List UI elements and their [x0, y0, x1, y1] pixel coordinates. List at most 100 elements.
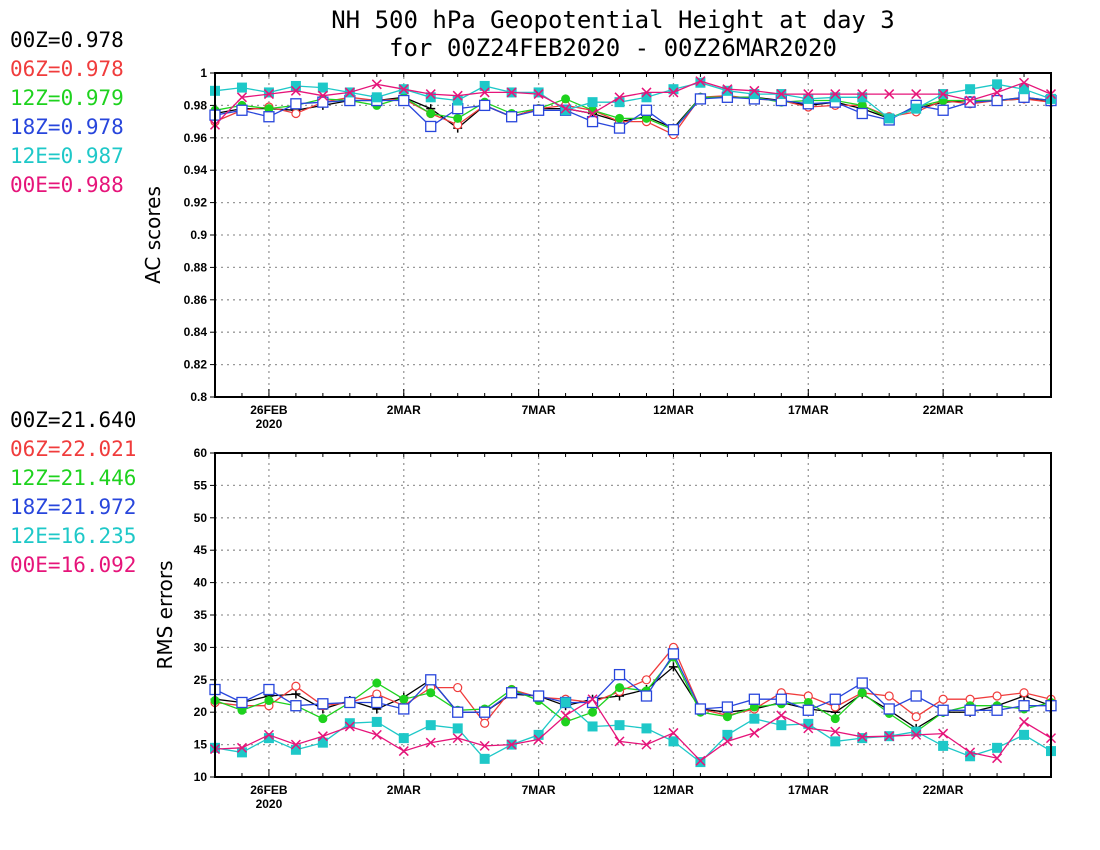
point-12z [857, 688, 867, 698]
point-12e [371, 716, 382, 727]
x-tick-label: 2MAR [387, 783, 421, 797]
point-12e [884, 113, 895, 124]
rms-plot-frame [214, 452, 1052, 778]
stat-label-06z: 06Z=22.021 [10, 437, 136, 461]
point-00e [938, 728, 949, 739]
point-12e [668, 84, 679, 95]
point-12e [452, 723, 463, 734]
point-00e [236, 742, 247, 753]
stat-label-00e: 00E=16.092 [10, 553, 136, 577]
point-18z [613, 668, 626, 681]
point-18z [317, 698, 329, 710]
y-tick-label: 0.86 [184, 293, 208, 307]
point-00e [776, 710, 787, 721]
point-12z [399, 694, 409, 704]
rms-y-ticks: 10 15 20 25 30 35 40 45 50 55 60 [194, 446, 215, 784]
y-tick-label: 0.98 [184, 98, 208, 112]
point-12z [426, 109, 436, 118]
point-18z [505, 111, 518, 123]
point-18z [290, 98, 302, 110]
point-00e [1018, 77, 1030, 88]
point-12e [587, 721, 598, 732]
point-06z [480, 718, 490, 728]
point-12e [398, 733, 409, 744]
point-00e [884, 731, 895, 742]
point-18z [236, 696, 248, 709]
point-06z [291, 681, 301, 691]
x-tick-label: 26FEB [250, 403, 288, 417]
stat-label-18z: 18Z=21.972 [10, 495, 136, 519]
point-12e [263, 87, 274, 98]
point-18z [991, 94, 1003, 107]
x-tick-label: 12MAR [653, 403, 694, 417]
point-12e [317, 82, 328, 93]
point-12z [264, 696, 274, 706]
point-00e [398, 746, 409, 757]
point-12e [965, 84, 976, 95]
point-00e [668, 727, 679, 738]
stat-label-12z: 12Z=21.446 [10, 466, 136, 490]
point-00z [291, 689, 301, 699]
point-00e [560, 710, 571, 721]
point-00e [992, 87, 1003, 98]
point-12e [722, 85, 733, 96]
stat-label-12e: 12E=0.987 [10, 144, 124, 168]
point-00e [317, 90, 328, 101]
ac-stats-legend: 00Z=0.978 06Z=0.978 12Z=0.979 18Z=0.978 12E=… [10, 28, 124, 197]
point-12e [533, 87, 544, 98]
point-12e [425, 92, 436, 103]
point-12e [992, 79, 1003, 90]
point-06z [641, 675, 652, 685]
point-00e [695, 76, 706, 87]
point-18z [398, 703, 410, 715]
point-06z [911, 712, 921, 722]
point-12e [344, 718, 355, 729]
point-00e [587, 694, 598, 705]
point-18z [613, 122, 626, 134]
point-06z [938, 694, 948, 704]
point-18z [910, 690, 922, 702]
point-06z [884, 691, 894, 701]
point-00e [344, 721, 355, 732]
y-tick-label: 0.82 [184, 358, 208, 372]
point-00e [452, 733, 463, 744]
stat-label-12z: 12Z=0.979 [10, 86, 124, 110]
point-12e [479, 80, 490, 91]
y-tick-label: 0.94 [184, 163, 208, 177]
point-00e [830, 89, 841, 100]
point-12e [317, 737, 328, 748]
point-12e [803, 93, 814, 104]
y-tick-label: 40 [194, 576, 208, 590]
point-12e [911, 103, 922, 114]
point-00e [533, 734, 544, 745]
point-18z [964, 96, 976, 108]
point-18z [425, 674, 437, 686]
series-line-00z [214, 96, 1052, 129]
y-tick-label: 0.92 [184, 196, 208, 210]
ac-series [209, 76, 1057, 140]
point-18z [883, 703, 895, 715]
point-12e [830, 92, 841, 103]
y-tick-label: 0.8 [190, 390, 207, 404]
point-12z [453, 113, 463, 123]
y-tick-label: 15 [194, 738, 208, 752]
point-00e [344, 87, 355, 98]
point-18z [317, 96, 329, 108]
point-06z [992, 691, 1002, 701]
point-12z [830, 714, 840, 724]
point-18z [263, 111, 275, 123]
point-18z [263, 683, 275, 696]
x-tick-label: 12MAR [653, 783, 694, 797]
point-00e [830, 726, 841, 737]
ac-scores-panel: 0.80.820.840.860.880.90.920.940.960.981 … [10, 28, 1057, 431]
stat-label-00z: 00Z=0.978 [10, 28, 124, 52]
point-00e [884, 89, 895, 100]
point-12e [1019, 84, 1030, 95]
point-00e [290, 739, 301, 750]
point-12e [938, 740, 949, 751]
series-line-12z [214, 655, 1052, 733]
point-18z [479, 706, 491, 718]
point-18z [667, 124, 680, 136]
point-00e [857, 89, 868, 100]
